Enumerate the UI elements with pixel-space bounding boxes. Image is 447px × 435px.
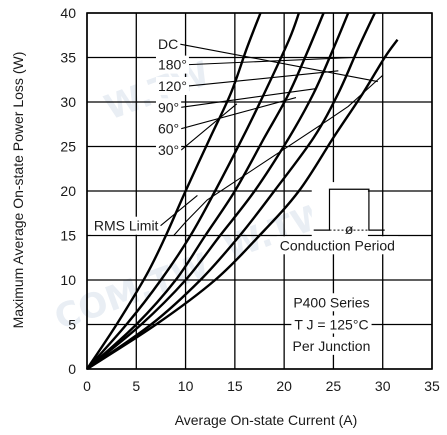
legend-label: 180° — [158, 57, 187, 73]
legend-label-group: 30° — [155, 141, 182, 160]
rms-limit-label: RMS Limit — [94, 218, 159, 234]
legend-label-group: 90° — [155, 98, 182, 117]
conduction-period-label: Conduction Period — [280, 237, 395, 253]
legend-label-bg — [155, 141, 182, 160]
legend-label: 60° — [158, 121, 179, 137]
rms-limit-curve — [173, 74, 384, 236]
y-tick-label: 35 — [60, 50, 76, 66]
junction-temp-label-bg — [291, 315, 372, 334]
rms-limit-line — [173, 74, 384, 236]
leader-line — [180, 97, 297, 130]
conduction-phase-symbol: ø — [345, 221, 354, 237]
curve-30deg — [85, 12, 262, 370]
y-tick-label: 0 — [68, 361, 76, 377]
per-junction-label: Per Junction — [293, 338, 371, 354]
leader-line — [180, 103, 238, 151]
x-tick-label: 10 — [178, 378, 194, 394]
legend-leader-lines — [180, 43, 378, 151]
per-junction-label-group: Per Junction — [289, 336, 374, 355]
conduction-period-label-group: Conduction Period — [276, 236, 398, 255]
y-tick-label: 25 — [60, 139, 76, 155]
x-tick-label: 15 — [227, 378, 243, 394]
legend-label-bg — [155, 35, 181, 54]
legend-label-bg — [155, 55, 189, 74]
legend-label-group: 120° — [155, 76, 189, 95]
y-tick-label: 15 — [60, 228, 76, 244]
curve-dc — [86, 39, 399, 371]
legend-label-group: 60° — [155, 119, 182, 138]
curve-60deg — [86, 12, 301, 370]
series-curves — [85, 12, 399, 371]
legend-label: DC — [158, 36, 178, 52]
curve-120deg — [86, 12, 350, 370]
legend-label-group: 180° — [155, 55, 189, 74]
tick-labels: 0 5 10 15 20 25 30 35 0 5 10 15 20 25 30 35 40 — [60, 5, 440, 394]
junction-temp-label-group: T J = 125°C — [291, 315, 372, 334]
series-name-label: P400 Series — [293, 294, 369, 310]
conduction-period-label-bg — [276, 236, 398, 255]
curve-90deg — [86, 12, 325, 370]
leader-line — [180, 43, 378, 83]
y-tick-label: 10 — [60, 272, 76, 288]
y-tick-label: 5 — [68, 317, 76, 333]
legend-label-bg — [155, 119, 182, 138]
legend-label-bg — [155, 98, 182, 117]
conduction-icon: ø — [311, 182, 385, 240]
rms-limit-label-bg — [90, 216, 162, 235]
annotations: DC 180° 120° 90° 60° 30° RMS Limit øConduction … — [90, 35, 398, 355]
legend-label-bg — [155, 76, 189, 95]
leader-line — [188, 56, 354, 66]
legend-label: 30° — [158, 142, 179, 158]
curve-180deg — [86, 12, 376, 370]
legend-label: 90° — [158, 99, 179, 115]
leader-line — [181, 88, 316, 108]
x-tick-label: 0 — [83, 378, 91, 394]
conduction-icon-bg — [311, 182, 368, 240]
rms-limit-leader — [160, 195, 198, 227]
per-junction-label-bg — [289, 336, 374, 355]
x-tick-label: 25 — [326, 378, 342, 394]
leader-line — [188, 70, 339, 87]
x-tick-label: 30 — [375, 378, 391, 394]
series-name-label-group: P400 Series — [290, 293, 373, 312]
legend-label-group: DC — [155, 35, 181, 54]
series-name-label-bg — [290, 293, 373, 312]
y-axis-label: Maximum Average On-state Power Loss (W) — [10, 52, 26, 329]
x-tick-label: 35 — [424, 378, 440, 394]
y-tick-label: 30 — [60, 94, 76, 110]
legend-label: 120° — [158, 78, 187, 94]
x-axis-label: Average On-state Current (A) — [175, 412, 358, 428]
rms-limit-label-group: RMS Limit — [90, 216, 162, 235]
junction-temp-label: T J = 125°C — [294, 317, 368, 333]
x-tick-label: 20 — [276, 378, 292, 394]
x-tick-label: 5 — [132, 378, 140, 394]
y-tick-label: 40 — [60, 5, 76, 21]
conduction-waveform — [313, 188, 385, 231]
y-tick-label: 20 — [60, 183, 76, 199]
